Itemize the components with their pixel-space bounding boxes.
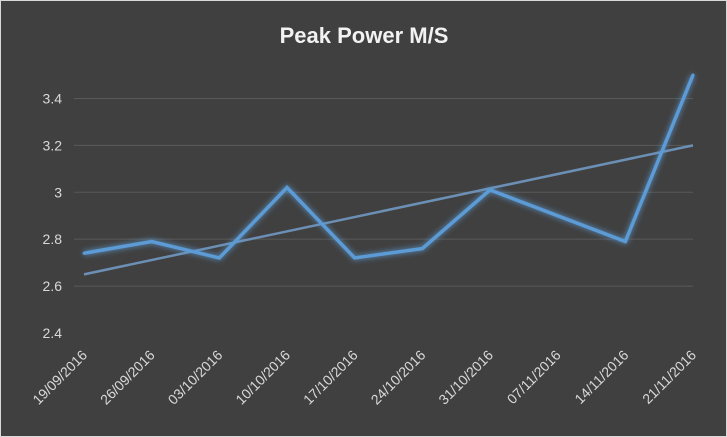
x-tick-label: 19/09/2016	[29, 347, 90, 408]
x-tick-label: 26/09/2016	[97, 347, 158, 408]
x-tick-label: 17/10/2016	[300, 347, 361, 408]
data-point	[623, 240, 627, 244]
y-axis-ticks: 2.4 2.6 2.8 3 3.2 3.4	[43, 90, 63, 341]
y-tick-label: 2.4	[43, 325, 63, 341]
x-tick-label: 10/10/2016	[232, 347, 293, 408]
data-point	[82, 251, 86, 255]
y-tick-label: 2.8	[43, 231, 63, 247]
data-point	[285, 186, 289, 190]
y-tick-label: 3.2	[43, 137, 63, 153]
x-tick-label: 03/10/2016	[165, 347, 226, 408]
trendline-group	[83, 144, 694, 276]
data-point	[691, 73, 695, 77]
series-line	[83, 74, 695, 260]
x-tick-label: 14/11/2016	[571, 347, 631, 407]
y-tick-label: 3	[54, 184, 62, 200]
x-tick-label: 24/10/2016	[368, 347, 429, 408]
series-group	[82, 73, 695, 260]
chart-title: Peak Power M/S	[280, 23, 449, 48]
data-point	[420, 247, 424, 251]
y-tick-label: 2.6	[43, 278, 63, 294]
trendline	[83, 144, 694, 276]
data-point	[150, 240, 154, 244]
x-tick-label: 31/10/2016	[435, 347, 496, 408]
x-tick-label: 07/11/2016	[504, 347, 564, 407]
x-axis-ticks: 19/09/2016 26/09/2016 03/10/2016 10/10/2016…	[29, 347, 699, 408]
x-tick-label: 21/11/2016	[639, 347, 699, 407]
gridlines	[74, 97, 693, 287]
data-point	[488, 188, 492, 192]
y-tick-label: 3.4	[43, 90, 63, 106]
data-point	[217, 256, 221, 260]
data-point	[353, 256, 357, 260]
